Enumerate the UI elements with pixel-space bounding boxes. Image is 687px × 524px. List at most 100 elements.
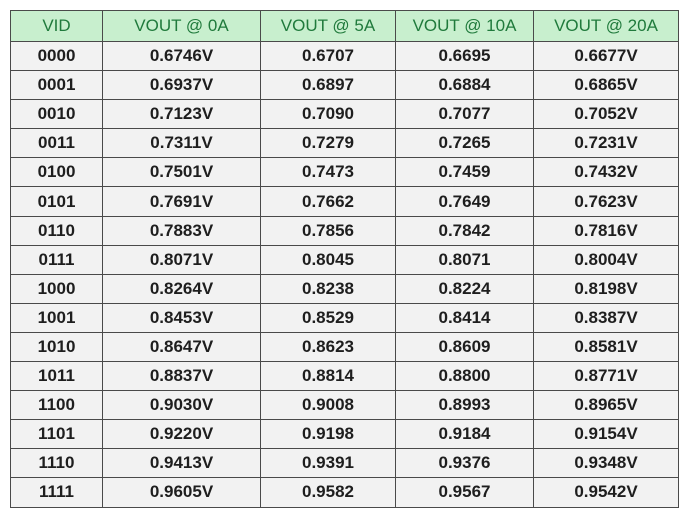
table-row: 0101 0.7691V 0.7662 0.7649 0.7623V (10, 186, 679, 217)
table-cell: 0.9008 (260, 390, 396, 421)
table-container: VID VOUT @ 0A VOUT @ 5A VOUT @ 10A VOUT @ 20… (10, 10, 679, 508)
table-cell: 0.9582 (260, 477, 396, 508)
table-cell: 1101 (10, 419, 103, 450)
table-cell: 0.9542V (533, 477, 679, 508)
table-cell: 0.7473 (260, 157, 396, 188)
table-cell: 0000 (10, 40, 103, 72)
table-row: 1010 0.8647V 0.8623 0.8609 0.8581V (10, 331, 679, 363)
table-cell: 0.7459 (395, 157, 534, 188)
table-cell: 0.8238 (260, 273, 396, 304)
table-cell: 0.7691V (102, 186, 261, 217)
table-cell: 1000 (10, 273, 103, 304)
table-cell: 0.8814 (260, 361, 396, 392)
table-body: 0000 0.6746V 0.6707 0.6695 0.6677V 0001 0.6937… (10, 40, 679, 508)
table-cell: 1100 (10, 390, 103, 421)
table-row: 0100 0.7501V 0.7473 0.7459 0.7432V (10, 157, 679, 188)
table-row: 1111 0.9605V 0.9582 0.9567 0.9542V (10, 477, 679, 508)
table-cell: 0.8224 (395, 273, 534, 304)
table-cell: 0.7123V (102, 99, 261, 130)
table-row: 0001 0.6937V 0.6897 0.6884 0.6865V (10, 70, 679, 101)
table-cell: 0.8071V (102, 244, 261, 275)
table-cell: 0.8647V (102, 331, 261, 363)
table-cell: 0.9220V (102, 419, 261, 450)
table-row: 1110 0.9413V 0.9391 0.9376 0.9348V (10, 448, 679, 479)
table-cell: 0.6695 (395, 40, 534, 72)
table-cell: 0.9154V (533, 419, 679, 450)
table-cell: 0.9376 (395, 448, 534, 479)
table-row: 0110 0.7883V 0.7856 0.7842 0.7816V (10, 215, 679, 246)
table-cell: 0.6865V (533, 70, 679, 101)
table-cell: 0.8529 (260, 302, 396, 333)
table-cell: 0.9605V (102, 477, 261, 508)
table-row: 1011 0.8837V 0.8814 0.8800 0.8771V (10, 361, 679, 392)
table-cell: 0.6707 (260, 40, 396, 72)
table-cell: 1010 (10, 331, 103, 363)
table-cell: 0.8800 (395, 361, 534, 392)
table-cell: 0.7231V (533, 128, 679, 159)
table-cell: 0.8623 (260, 331, 396, 363)
table-cell: 0.6937V (102, 70, 261, 101)
table-cell: 0.7311V (102, 128, 261, 159)
table-cell: 0.9184 (395, 419, 534, 450)
table-cell: 0.8609 (395, 331, 534, 363)
table-cell: 0.9348V (533, 448, 679, 479)
table-cell: 1011 (10, 361, 103, 392)
table-cell: 1001 (10, 302, 103, 333)
header-row: VID VOUT @ 0A VOUT @ 5A VOUT @ 10A VOUT @ 20… (10, 10, 679, 42)
table-cell: 0.7265 (395, 128, 534, 159)
table-cell: 0.7090 (260, 99, 396, 130)
table-row: 1000 0.8264V 0.8238 0.8224 0.8198V (10, 273, 679, 304)
table-cell: 0.7279 (260, 128, 396, 159)
table-cell: 0.8965V (533, 390, 679, 421)
table-cell: 0101 (10, 186, 103, 217)
table-cell: 0.7662 (260, 186, 396, 217)
table-row: 0010 0.7123V 0.7090 0.7077 0.7052V (10, 99, 679, 130)
table-cell: 0.7501V (102, 157, 261, 188)
table-cell: 0.7883V (102, 215, 261, 246)
table-cell: 0.9413V (102, 448, 261, 479)
table-row: 1101 0.9220V 0.9198 0.9184 0.9154V (10, 419, 679, 450)
table-row: 0000 0.6746V 0.6707 0.6695 0.6677V (10, 40, 679, 72)
table-cell: 0.9198 (260, 419, 396, 450)
table-cell: 0.7432V (533, 157, 679, 188)
table-cell: 0001 (10, 70, 103, 101)
table-row: 1001 0.8453V 0.8529 0.8414 0.8387V (10, 302, 679, 333)
table-cell: 0.7816V (533, 215, 679, 246)
table-cell: 0100 (10, 157, 103, 188)
header-cell: VOUT @ 10A (395, 10, 534, 42)
header-cell: VOUT @ 5A (260, 10, 396, 42)
table-cell: 0.8837V (102, 361, 261, 392)
table-row: 0111 0.8071V 0.8045 0.8071 0.8004V (10, 244, 679, 275)
table-cell: 0.7623V (533, 186, 679, 217)
table-cell: 1110 (10, 448, 103, 479)
header-cell: VOUT @ 0A (102, 10, 261, 42)
table-cell: 0.8453V (102, 302, 261, 333)
table-cell: 0.7856 (260, 215, 396, 246)
table-cell: 0.7649 (395, 186, 534, 217)
table-cell: 1111 (10, 477, 103, 508)
vid-table: VID VOUT @ 0A VOUT @ 5A VOUT @ 10A VOUT @ 20… (10, 10, 679, 508)
table-cell: 0.8993 (395, 390, 534, 421)
table-cell: 0.8198V (533, 273, 679, 304)
table-cell: 0111 (10, 244, 103, 275)
table-cell: 0.6677V (533, 40, 679, 72)
table-cell: 0011 (10, 128, 103, 159)
table-cell: 0.8581V (533, 331, 679, 363)
table-cell: 0.8771V (533, 361, 679, 392)
table-cell: 0.8387V (533, 302, 679, 333)
table-cell: 0.8414 (395, 302, 534, 333)
table-cell: 0.9567 (395, 477, 534, 508)
table-row: 1100 0.9030V 0.9008 0.8993 0.8965V (10, 390, 679, 421)
table-row: 0011 0.7311V 0.7279 0.7265 0.7231V (10, 128, 679, 159)
table-cell: 0.7077 (395, 99, 534, 130)
header-cell: VID (10, 10, 103, 42)
table-cell: 0.9030V (102, 390, 261, 421)
table-cell: 0.8045 (260, 244, 396, 275)
header-cell: VOUT @ 20A (533, 10, 679, 42)
table-cell: 0.6884 (395, 70, 534, 101)
table-cell: 0.7052V (533, 99, 679, 130)
table-cell: 0.7842 (395, 215, 534, 246)
table-cell: 0.8071 (395, 244, 534, 275)
table-cell: 0010 (10, 99, 103, 130)
